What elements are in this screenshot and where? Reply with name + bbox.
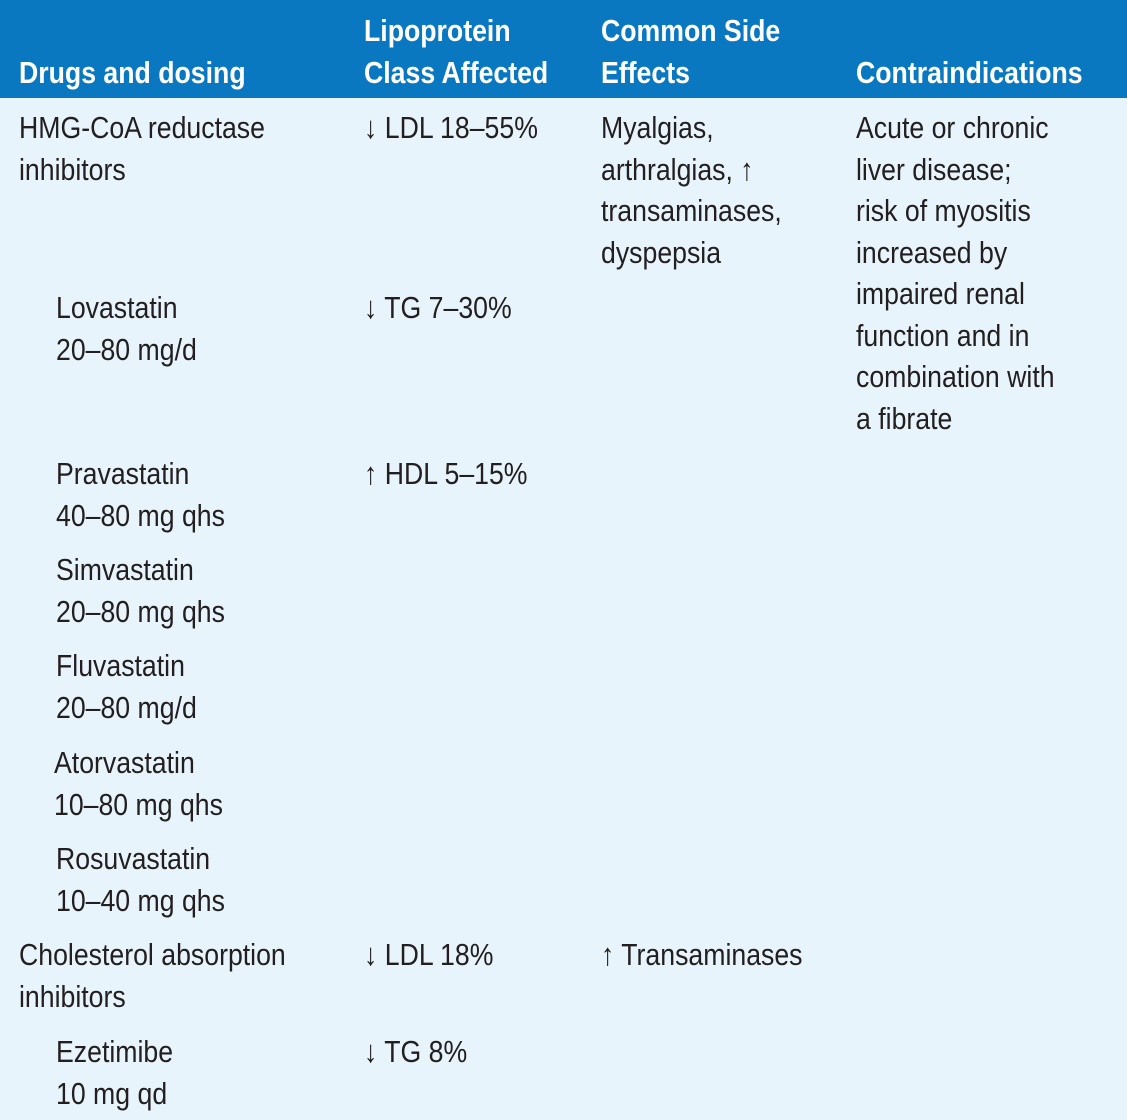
drug-lovastatin: Lovastatin 20–80 mg/d (56, 290, 197, 367)
effect-lovastatin: ↓ TG 7–30% (364, 290, 512, 325)
header-side-effects-line2: Effects (601, 55, 690, 90)
side-effects-hmg-coa: Myalgias, arthralgias, ↑ transaminases, … (601, 110, 782, 270)
drug-simvastatin: Simvastatin 20–80 mg qhs (56, 552, 225, 629)
header-lipoprotein-line1: Lipoprotein (364, 13, 511, 48)
drug-rosuvastatin: Rosuvastatin 10–40 mg qhs (56, 841, 225, 918)
contraindications-hmg-coa: Acute or chronic liver disease; risk of … (856, 110, 1055, 436)
drug-pravastatin: Pravastatin 40–80 mg qhs (56, 456, 225, 533)
header-drugs-dosing: Drugs and dosing (19, 55, 246, 90)
effect-hmg-coa: ↓ LDL 18–55% (364, 110, 538, 145)
drug-hmg-coa: HMG-CoA reductase inhibitors (19, 110, 265, 187)
header-contraindications: Contraindications (856, 55, 1083, 90)
drug-fluvastatin: Fluvastatin 20–80 mg/d (56, 648, 197, 725)
drug-atorvastatin: Atorvastatin 10–80 mg qhs (54, 745, 223, 822)
header-lipoprotein-line2: Class Affected (364, 55, 549, 90)
table-header: Drugs and dosing Lipoprotein Class Affec… (0, 0, 1127, 98)
side-effects-cholesterol-absorption: ↑ Transaminases (601, 937, 803, 972)
effect-ezetimibe: ↓ TG 8% (364, 1034, 468, 1069)
header-side-effects-line1: Common Side (601, 13, 781, 48)
drug-ezetimibe: Ezetimibe 10 mg qd (56, 1034, 174, 1111)
effect-cholesterol-absorption: ↓ LDL 18% (364, 937, 494, 972)
drug-cholesterol-absorption: Cholesterol absorption inhibitors (19, 937, 286, 1014)
effect-pravastatin: ↑ HDL 5–15% (364, 456, 528, 491)
